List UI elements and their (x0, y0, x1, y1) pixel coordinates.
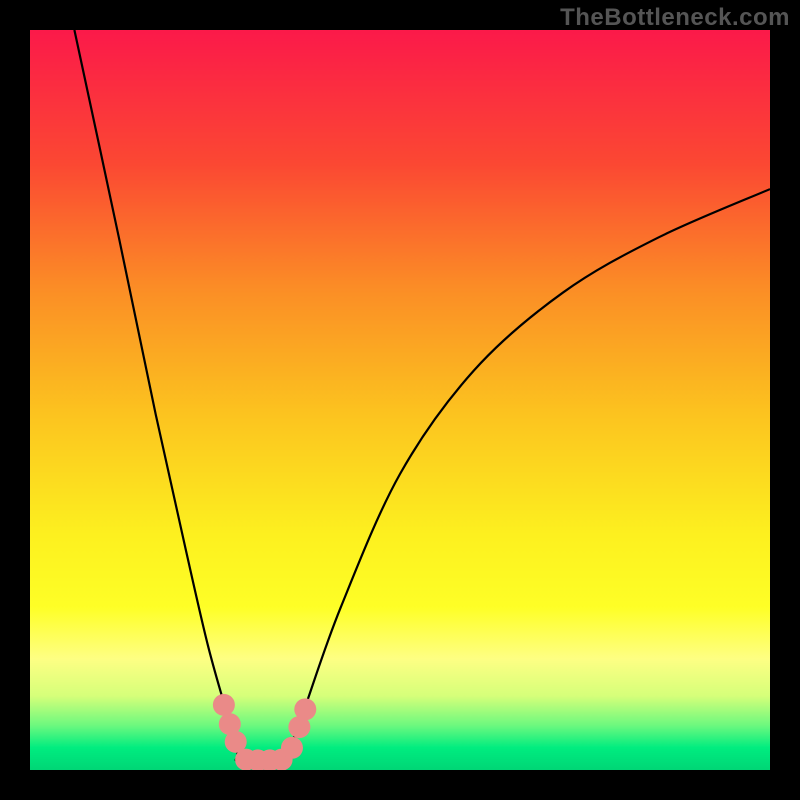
watermark-text: TheBottleneck.com (560, 4, 790, 32)
marker-dot (213, 694, 235, 716)
bottleneck-curve (74, 30, 770, 762)
plot-area (30, 30, 770, 770)
marker-dot (281, 737, 303, 759)
curve-layer (30, 30, 770, 770)
marker-dot (294, 698, 316, 720)
